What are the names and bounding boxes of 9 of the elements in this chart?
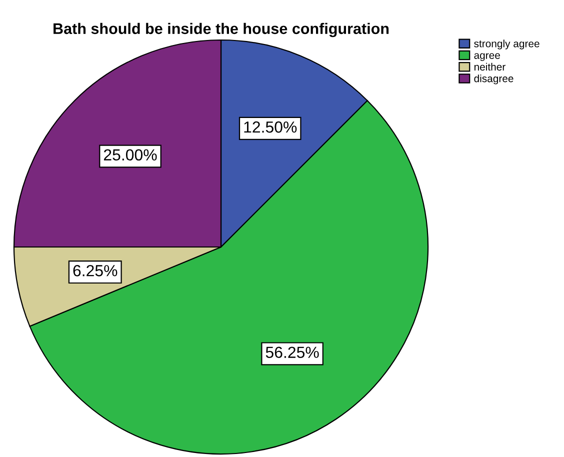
legend-label: neither (474, 62, 506, 71)
legend-label: strongly agree (474, 40, 540, 50)
data-label: 12.50% (244, 121, 297, 133)
data-label: 6.25% (73, 265, 118, 276)
legend-label: disagree (474, 74, 514, 84)
chart-title: Bath should be inside the house configuration (54, 22, 389, 38)
data-label: 25.00% (104, 149, 157, 161)
data-label: 56.25% (266, 346, 319, 358)
legend-label: agree (474, 53, 500, 61)
